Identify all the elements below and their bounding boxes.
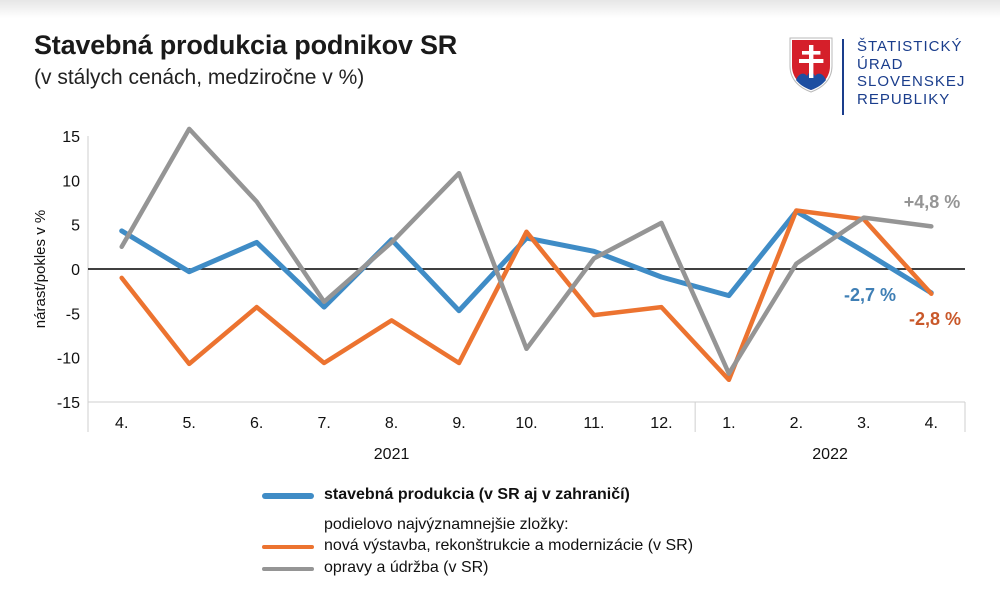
annotation-construction-end: -2,7 % [844,285,896,305]
series-line-repairs [119,126,934,376]
y-tick-label: 5 [71,218,80,235]
y-tick-label: 10 [62,173,80,190]
legend-label-construction: stavebná produkcia (v SR aj v zahraničí) [324,486,630,503]
x-tick-label: 7. [317,415,330,432]
x-tick-label: 12. [650,415,672,432]
annotation-repairs-end: +4,8 % [904,192,961,212]
legend-swatch-repairs [262,567,314,571]
chart-title: Stavebná produkcia podnikov SR [34,30,458,60]
y-axis-title: nárast/pokles v % [32,210,49,328]
x-tick-label: 4. [925,415,938,432]
y-tick-label: 0 [71,262,80,279]
y-tick-label: -5 [66,306,80,323]
coat-of-arms-icon [789,37,833,93]
y-tick-label: -10 [57,351,80,368]
x-tick-label: 4. [115,415,128,432]
legend-label-new-construction: nová výstavba, rekonštrukcie a modernizá… [324,537,694,554]
logo-text: ŠTATISTICKÝ ÚRAD SLOVENSKEJ REPUBLIKY [857,38,965,108]
x-tick-label: 8. [385,415,398,432]
legend-swatch-new-construction [262,545,314,549]
logo-line-1: ŠTATISTICKÝ [857,38,963,55]
legend-heading-text: podielovo najvýznamnejšie zložky: [324,516,569,533]
top-gradient-bar [0,0,1000,18]
logo-line-4: REPUBLIKY [857,90,951,108]
logo-line-3: SLOVENSKEJ [857,73,966,90]
logo-line-2: ÚRAD [857,55,904,73]
annotation-new-construction-end: -2,8 % [909,309,961,329]
x-tick-label: 11. [583,415,604,432]
legend-swatch-construction [262,493,314,499]
year-label: 2021 [374,446,410,463]
series-line-new-construction [119,208,934,383]
x-tick-label: 2. [790,415,803,432]
chart-subtitle: (v stálych cenách, medziročne v %) [34,66,365,89]
x-tick-label: 3. [857,415,870,432]
x-tick-label: 5. [183,415,196,432]
series-line-construction [119,208,934,314]
y-tick-label: 15 [62,129,80,146]
year-label: 2022 [812,446,848,463]
logo-divider [842,39,844,115]
x-tick-label: 10. [515,415,537,432]
x-tick-label: 6. [250,415,263,432]
line-chart: nárast/pokles v % 15 10 5 0 -5 -10 -15 2021 2022 4… [32,126,966,463]
y-tick-label: -15 [57,395,80,412]
legend-label-repairs: opravy a údržba (v SR) [324,559,489,576]
x-tick-label: 9. [452,415,465,432]
x-tick-label: 1. [722,415,735,432]
statistical-office-logo [789,37,844,115]
